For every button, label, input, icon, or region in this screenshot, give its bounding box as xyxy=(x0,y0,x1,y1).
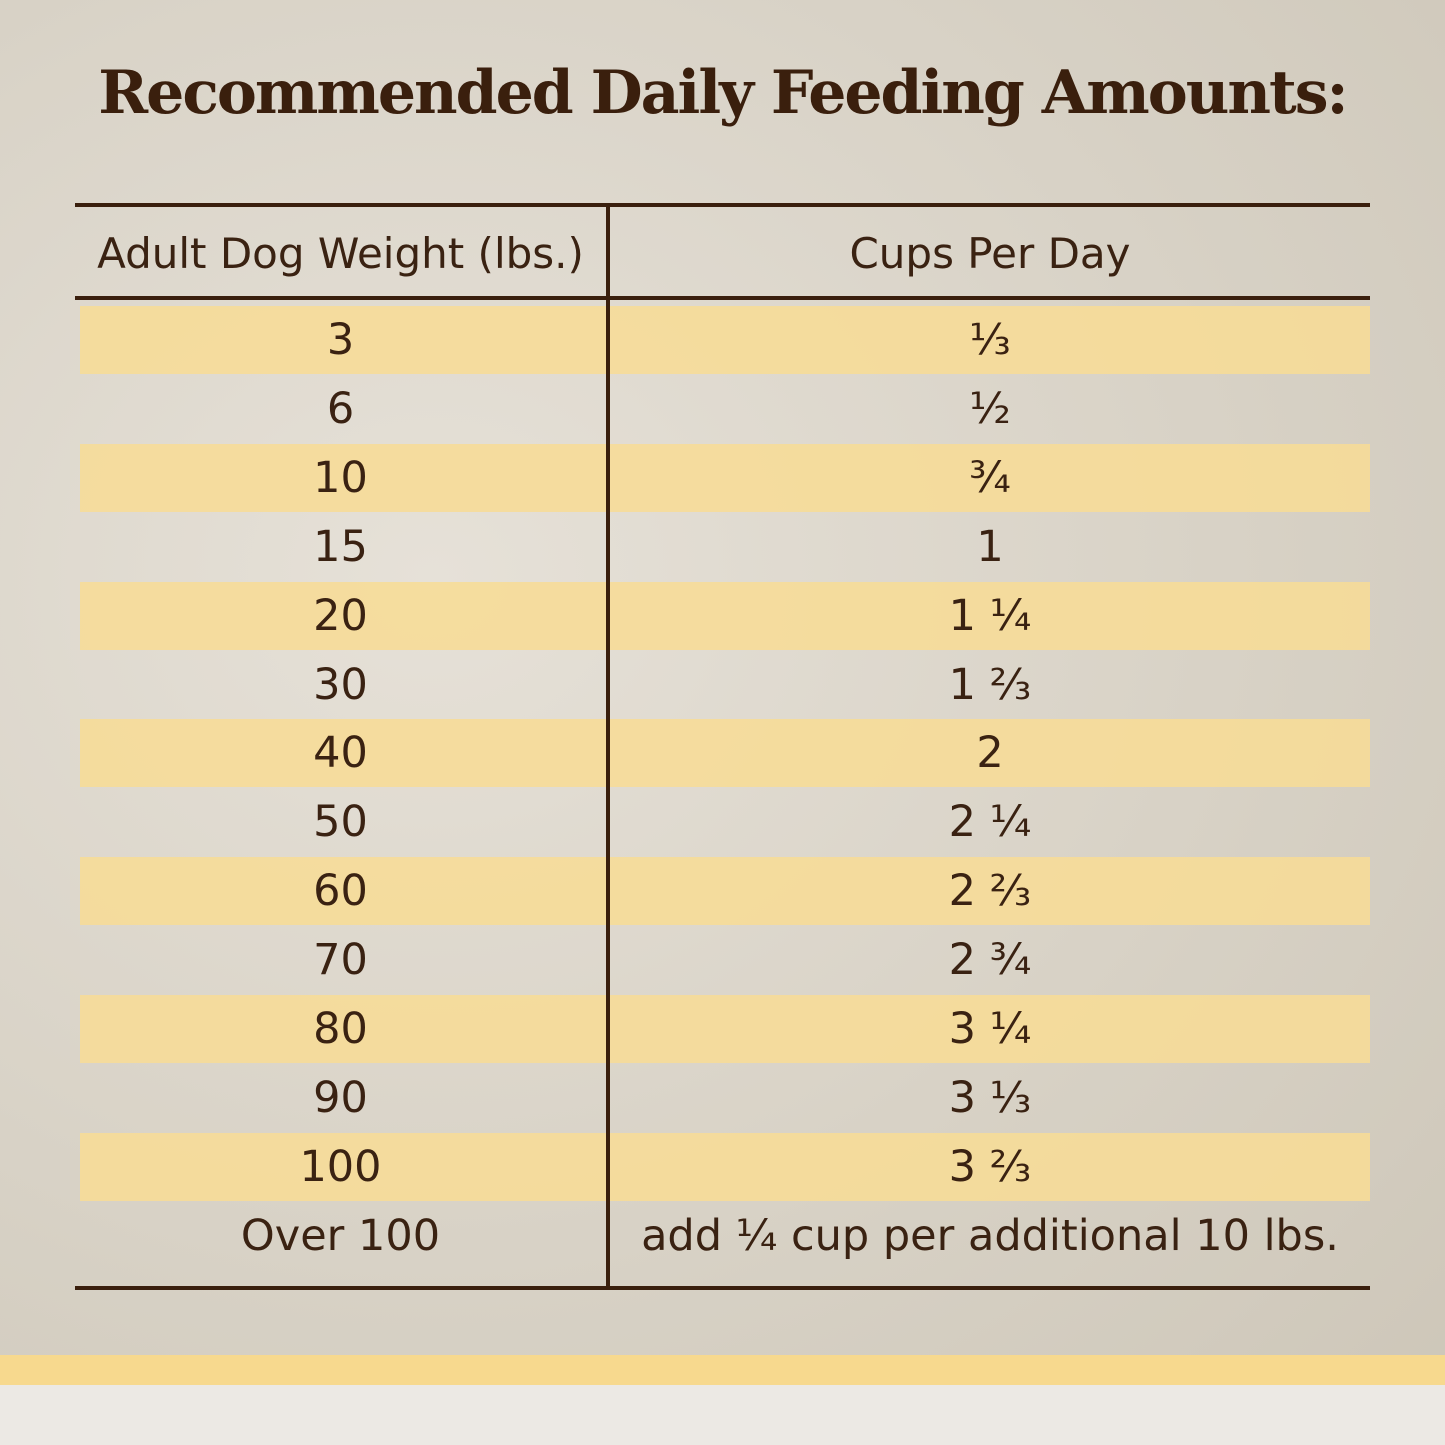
title: Recommended Daily Feeding Amounts: xyxy=(98,58,1348,128)
cups-cell: 2 ¾ xyxy=(948,935,1032,986)
cups-cell: ½ xyxy=(969,383,1011,434)
cups-cell: 2 ¼ xyxy=(948,797,1032,848)
weight-cell: 3 xyxy=(326,315,355,365)
weight-cell: 40 xyxy=(313,728,368,779)
row-band xyxy=(80,1132,1370,1201)
cups-cell: 1 ⅔ xyxy=(948,659,1032,710)
row-band xyxy=(80,719,1370,788)
cups-cell: 1 ¼ xyxy=(948,590,1032,641)
bottom-rule xyxy=(75,1286,1370,1290)
accent-strip xyxy=(0,1355,1445,1385)
row-band xyxy=(80,857,1370,926)
cups-cell: 2 ⅔ xyxy=(948,866,1032,917)
row-band xyxy=(80,995,1370,1063)
top-rule xyxy=(75,203,1370,207)
weight-cell: 10 xyxy=(313,452,368,503)
weight-cell: 100 xyxy=(299,1141,382,1192)
column-header: Cups Per Day xyxy=(849,229,1131,278)
row-band xyxy=(80,306,1370,374)
footer-band xyxy=(0,1385,1445,1445)
cups-cell: 1 xyxy=(976,521,1004,572)
weight-cell: 20 xyxy=(313,590,368,641)
row-band xyxy=(80,581,1370,650)
row-band xyxy=(80,443,1370,512)
cups-cell: 3 ⅓ xyxy=(948,1072,1032,1123)
weight-cell: 60 xyxy=(313,866,368,917)
weight-cell: 6 xyxy=(326,383,355,434)
header-rule xyxy=(75,296,1370,300)
column-divider xyxy=(606,205,610,1288)
weight-cell: 70 xyxy=(313,935,368,986)
cups-cell: 3 ¼ xyxy=(948,1004,1032,1054)
cups-cell: ⅓ xyxy=(969,315,1011,365)
weight-cell: 50 xyxy=(313,797,368,848)
weight-cell: Over 100 xyxy=(240,1210,441,1261)
weight-cell: 30 xyxy=(313,659,368,710)
weight-cell: 15 xyxy=(313,521,368,572)
cups-cell: ¾ xyxy=(969,452,1011,503)
cups-cell: 3 ⅔ xyxy=(948,1141,1032,1192)
weight-cell: 90 xyxy=(313,1072,368,1123)
weight-cell: 80 xyxy=(313,1004,368,1054)
column-header: Adult Dog Weight (lbs.) xyxy=(97,229,584,278)
cups-cell: add ¼ cup per additional 10 lbs. xyxy=(641,1210,1339,1261)
cups-cell: 2 xyxy=(976,728,1004,779)
